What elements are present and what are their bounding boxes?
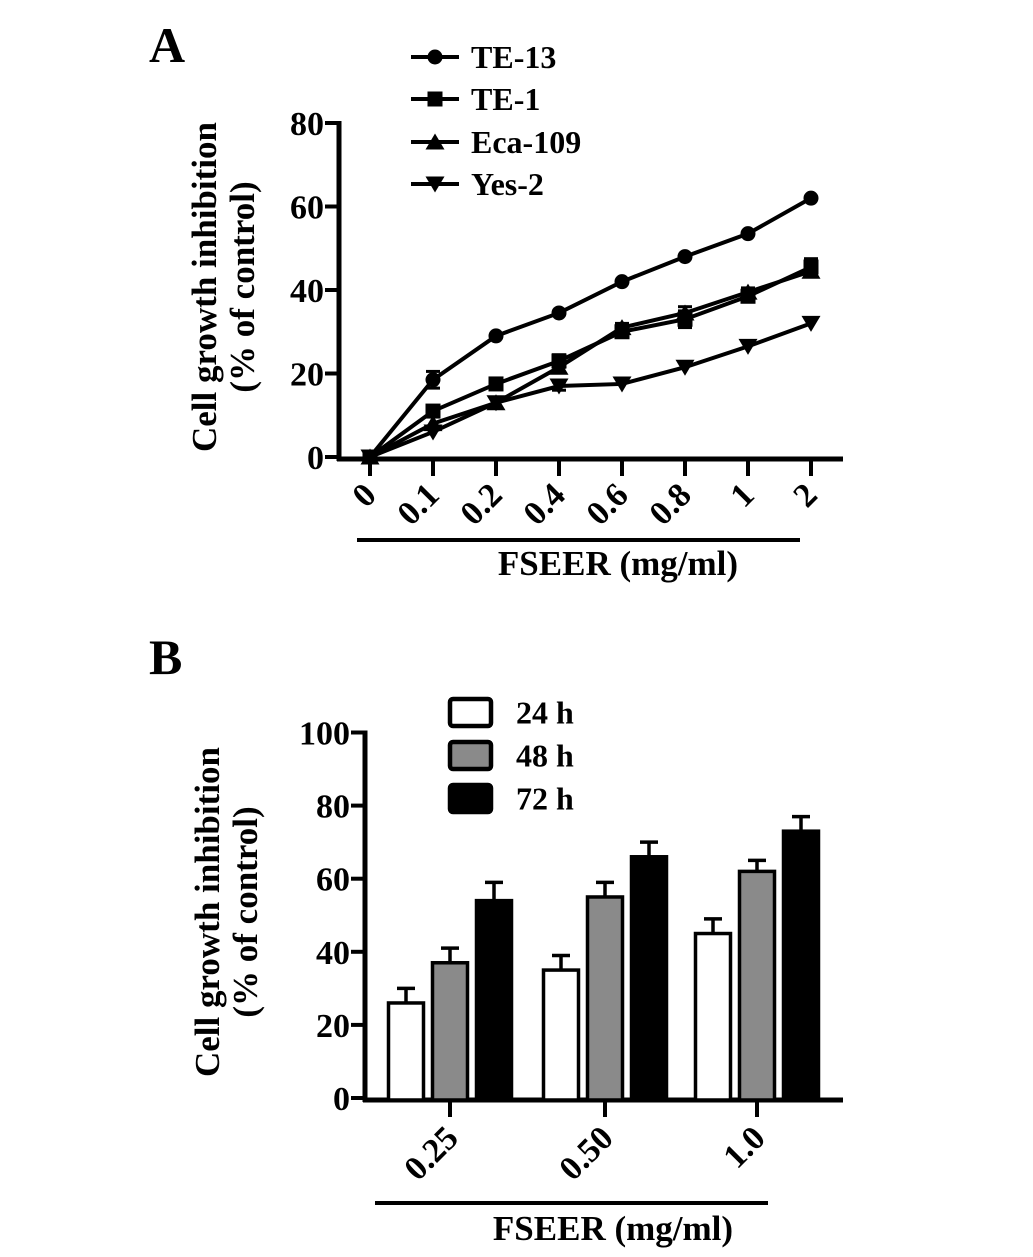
legend-b-label-72 h: 72 h bbox=[516, 781, 574, 817]
legend-a-label-Yes-2: Yes-2 bbox=[471, 166, 544, 202]
legend-a-square-icon bbox=[427, 91, 443, 107]
legend-a-label-TE-13: TE-13 bbox=[471, 39, 556, 75]
series-TE-13-marker bbox=[740, 226, 756, 242]
series-TE-1-marker bbox=[488, 376, 504, 392]
series-Yes-2-marker bbox=[549, 378, 569, 395]
series-Yes-2-line bbox=[369, 321, 812, 459]
panel-b-y-tick-label: 20 bbox=[316, 1008, 350, 1045]
series-Yes-2-marker bbox=[612, 376, 632, 393]
legend-a-circle-icon bbox=[427, 49, 443, 65]
panel-a-y-tick-label: 60 bbox=[290, 190, 324, 227]
panel-b-x-axis-bracket-line bbox=[375, 1201, 768, 1205]
panel-a-label: A bbox=[149, 17, 186, 73]
panel-a-x-tick-label: 0.2 bbox=[453, 476, 509, 532]
legend-b-label-24 h: 24 h bbox=[516, 695, 574, 731]
series-Eca-109-line bbox=[369, 269, 812, 459]
panel-a-x-tick-label: 1 bbox=[723, 476, 761, 514]
panel-a-x-tick-label: 0.6 bbox=[579, 476, 635, 532]
panel-a-x-axis-title: FSEER (mg/ml) bbox=[497, 544, 739, 583]
bar-72 h-0.50 bbox=[629, 855, 669, 1102]
series-TE-13-marker bbox=[614, 274, 630, 290]
series-Eca-109-marker bbox=[549, 358, 569, 375]
panel-b-x-tick-label: 0.25 bbox=[397, 1119, 465, 1187]
series-TE-13-marker bbox=[551, 305, 567, 321]
series-Eca-109-marker bbox=[612, 319, 632, 336]
series-Yes-2-marker bbox=[423, 424, 443, 441]
legend-b-swatch-48 h bbox=[447, 739, 494, 772]
series-TE-13-marker bbox=[803, 190, 819, 206]
panel-a-x-tick-label: 0.1 bbox=[390, 476, 446, 532]
legend-b-label-48 h: 48 h bbox=[516, 738, 574, 774]
panel-b-y-tick-label: 80 bbox=[316, 789, 350, 826]
series-Yes-2-marker bbox=[738, 338, 758, 355]
series-TE-13-marker bbox=[425, 372, 441, 388]
panel-b-x-axis-title: FSEER (mg/ml) bbox=[492, 1209, 734, 1248]
series-Eca-109-marker bbox=[801, 262, 821, 279]
bar-48 h-1.0 bbox=[737, 869, 777, 1102]
bar-24 h-1.0 bbox=[693, 931, 733, 1102]
panel-b-y-tick-label: 40 bbox=[316, 935, 350, 972]
panel-b-y-tick-label: 0 bbox=[333, 1081, 350, 1118]
bar-48 h-0.25 bbox=[430, 961, 470, 1102]
panel-a-x-tick-label: 2 bbox=[786, 476, 824, 514]
legend-a-label-TE-1: TE-1 bbox=[471, 81, 540, 117]
panel-b-x-tick-label: 1.0 bbox=[716, 1119, 772, 1175]
series-TE-13-marker bbox=[488, 328, 504, 344]
series-Yes-2-marker bbox=[486, 395, 506, 412]
legend-b-swatch-24 h bbox=[447, 696, 494, 729]
panel-a-y-tick-label: 40 bbox=[290, 273, 324, 310]
series-TE-13-line bbox=[368, 196, 812, 459]
legend-b-swatch-72 h bbox=[447, 782, 494, 815]
series-TE-13-marker bbox=[677, 249, 693, 265]
bar-24 h-0.25 bbox=[386, 1001, 426, 1102]
panel-b-y-tick-label: 100 bbox=[299, 716, 350, 753]
series-Eca-109-marker bbox=[738, 283, 758, 300]
legend-a-triangle-up-icon bbox=[425, 133, 445, 150]
series-Eca-109-marker bbox=[675, 304, 695, 321]
panel-a-x-tick-label: 0.8 bbox=[642, 476, 698, 532]
panel-a-x-axis-bracket-line bbox=[357, 538, 800, 542]
panel-b-x-tick-label: 0.50 bbox=[552, 1119, 620, 1187]
series-Yes-2-marker bbox=[801, 315, 821, 332]
bar-72 h-1.0 bbox=[781, 829, 821, 1102]
panel-a-x-tick-label: 0.4 bbox=[516, 476, 572, 532]
panel-b-label: B bbox=[149, 629, 183, 685]
panel-a-y-tick-label: 20 bbox=[290, 357, 324, 394]
legend-a-label-Eca-109: Eca-109 bbox=[471, 124, 581, 160]
panel-b-y-tick-label: 60 bbox=[316, 862, 350, 899]
legend-a-triangle-down-icon bbox=[425, 176, 445, 193]
bar-24 h-0.50 bbox=[541, 968, 581, 1102]
panel-a-y-tick-label: 0 bbox=[307, 440, 324, 477]
series-TE-1-marker bbox=[425, 403, 441, 419]
bar-48 h-0.50 bbox=[585, 895, 625, 1102]
panel-a-y-tick-label: 80 bbox=[290, 106, 324, 143]
bar-72 h-0.25 bbox=[474, 898, 514, 1102]
series-Yes-2-marker bbox=[675, 359, 695, 376]
series-Yes-2-marker bbox=[360, 449, 380, 466]
panel-a-x-tick-label: 0 bbox=[345, 476, 383, 514]
